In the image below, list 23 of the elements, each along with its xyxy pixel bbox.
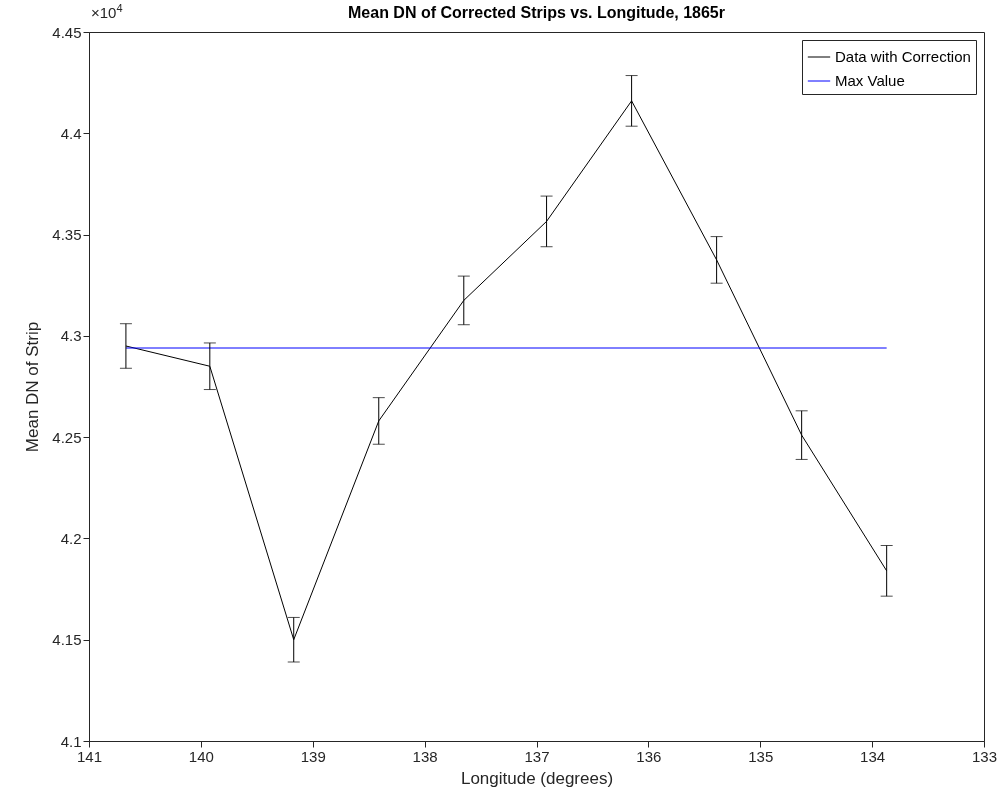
x-tick-label: 135: [748, 747, 774, 765]
x-tick-label: 134: [860, 747, 886, 765]
y-tick-label: 4.45: [52, 23, 82, 41]
x-axis-title: Longitude (degrees): [460, 768, 614, 788]
legend-label: Max Value: [835, 72, 905, 89]
y-axis-title: Mean DN of Strip: [23, 321, 43, 453]
x-tick-label: 141: [76, 747, 103, 765]
x-tick-label: 138: [412, 747, 438, 765]
y-tick-label: 4.15: [52, 631, 82, 649]
y-tick-label: 4.2: [60, 529, 82, 547]
chart-title: Mean DN of Corrected Strips vs. Longitude, 1865r: [348, 4, 725, 21]
text: ×10$^{4}$: [91, 2, 123, 21]
y-tick-label: 4.35: [52, 226, 82, 244]
y-tick-label: 4.1: [60, 732, 82, 750]
x-tick-label: 133: [971, 747, 998, 765]
x-tick-label: 139: [300, 747, 326, 765]
y-tick-label: 4.25: [52, 428, 82, 446]
x-tick-label: 136: [636, 747, 662, 765]
y-tick-label: 4.3: [60, 327, 82, 345]
x-tick-label: 140: [188, 747, 214, 765]
legend-label: Data with Correction: [835, 48, 971, 65]
y-tick-label: 4.4: [60, 124, 82, 142]
x-tick-label: 137: [524, 747, 550, 765]
